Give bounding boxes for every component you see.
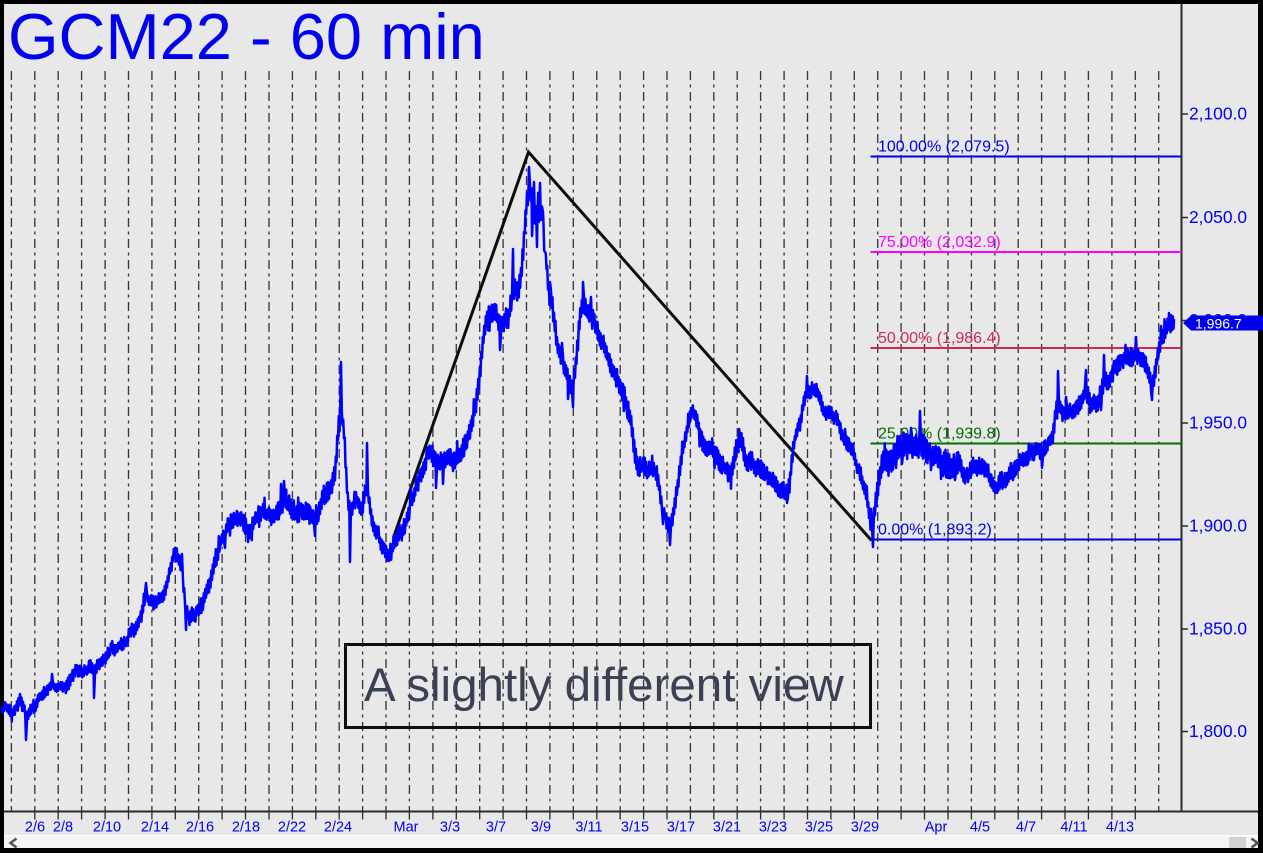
svg-text:4/5: 4/5 [970,820,990,836]
svg-text:3/11: 3/11 [575,820,602,836]
svg-text:3/23: 3/23 [759,820,787,836]
svg-text:3/29: 3/29 [851,820,879,836]
svg-text:1,800.0: 1,800.0 [1189,721,1247,741]
svg-text:1,950.0: 1,950.0 [1189,413,1247,433]
svg-text:2/10: 2/10 [93,820,121,836]
svg-text:50.00% (1,986.4): 50.00% (1,986.4) [878,330,1001,347]
svg-text:100.00% (2,079.5): 100.00% (2,079.5) [878,139,1010,156]
svg-text:2,100.0: 2,100.0 [1189,104,1247,124]
svg-text:4/11: 4/11 [1060,820,1087,836]
svg-text:4/7: 4/7 [1016,820,1036,836]
svg-text:2/8: 2/8 [53,820,73,836]
svg-text:4/13: 4/13 [1106,820,1134,836]
svg-text:A slightly different view: A slightly different view [364,659,844,712]
svg-text:3/17: 3/17 [667,820,695,836]
svg-text:3/15: 3/15 [621,820,649,836]
svg-text:2/6: 2/6 [25,820,45,836]
svg-text:0.00% (1,893.2): 0.00% (1,893.2) [878,522,992,539]
svg-text:3/3: 3/3 [440,820,460,836]
svg-text:2/14: 2/14 [141,820,169,836]
svg-text:1,850.0: 1,850.0 [1189,619,1247,639]
svg-text:3/21: 3/21 [713,820,741,836]
svg-text:75.00% (2,032.9): 75.00% (2,032.9) [878,234,1001,251]
svg-text:1,900.0: 1,900.0 [1189,516,1247,536]
svg-text:2/22: 2/22 [278,820,306,836]
svg-text:3/25: 3/25 [805,820,833,836]
svg-text:2/16: 2/16 [186,820,214,836]
svg-text:1,996.7: 1,996.7 [1195,316,1242,332]
svg-text:3/7: 3/7 [486,820,506,836]
svg-text:3/9: 3/9 [531,820,551,836]
svg-text:Apr: Apr [925,820,948,836]
svg-text:GCM22 - 60 min: GCM22 - 60 min [8,0,485,73]
svg-text:2/18: 2/18 [232,820,260,836]
svg-text:2/24: 2/24 [324,820,352,836]
svg-text:Mar: Mar [394,820,419,836]
svg-text:2,050.0: 2,050.0 [1189,207,1247,227]
